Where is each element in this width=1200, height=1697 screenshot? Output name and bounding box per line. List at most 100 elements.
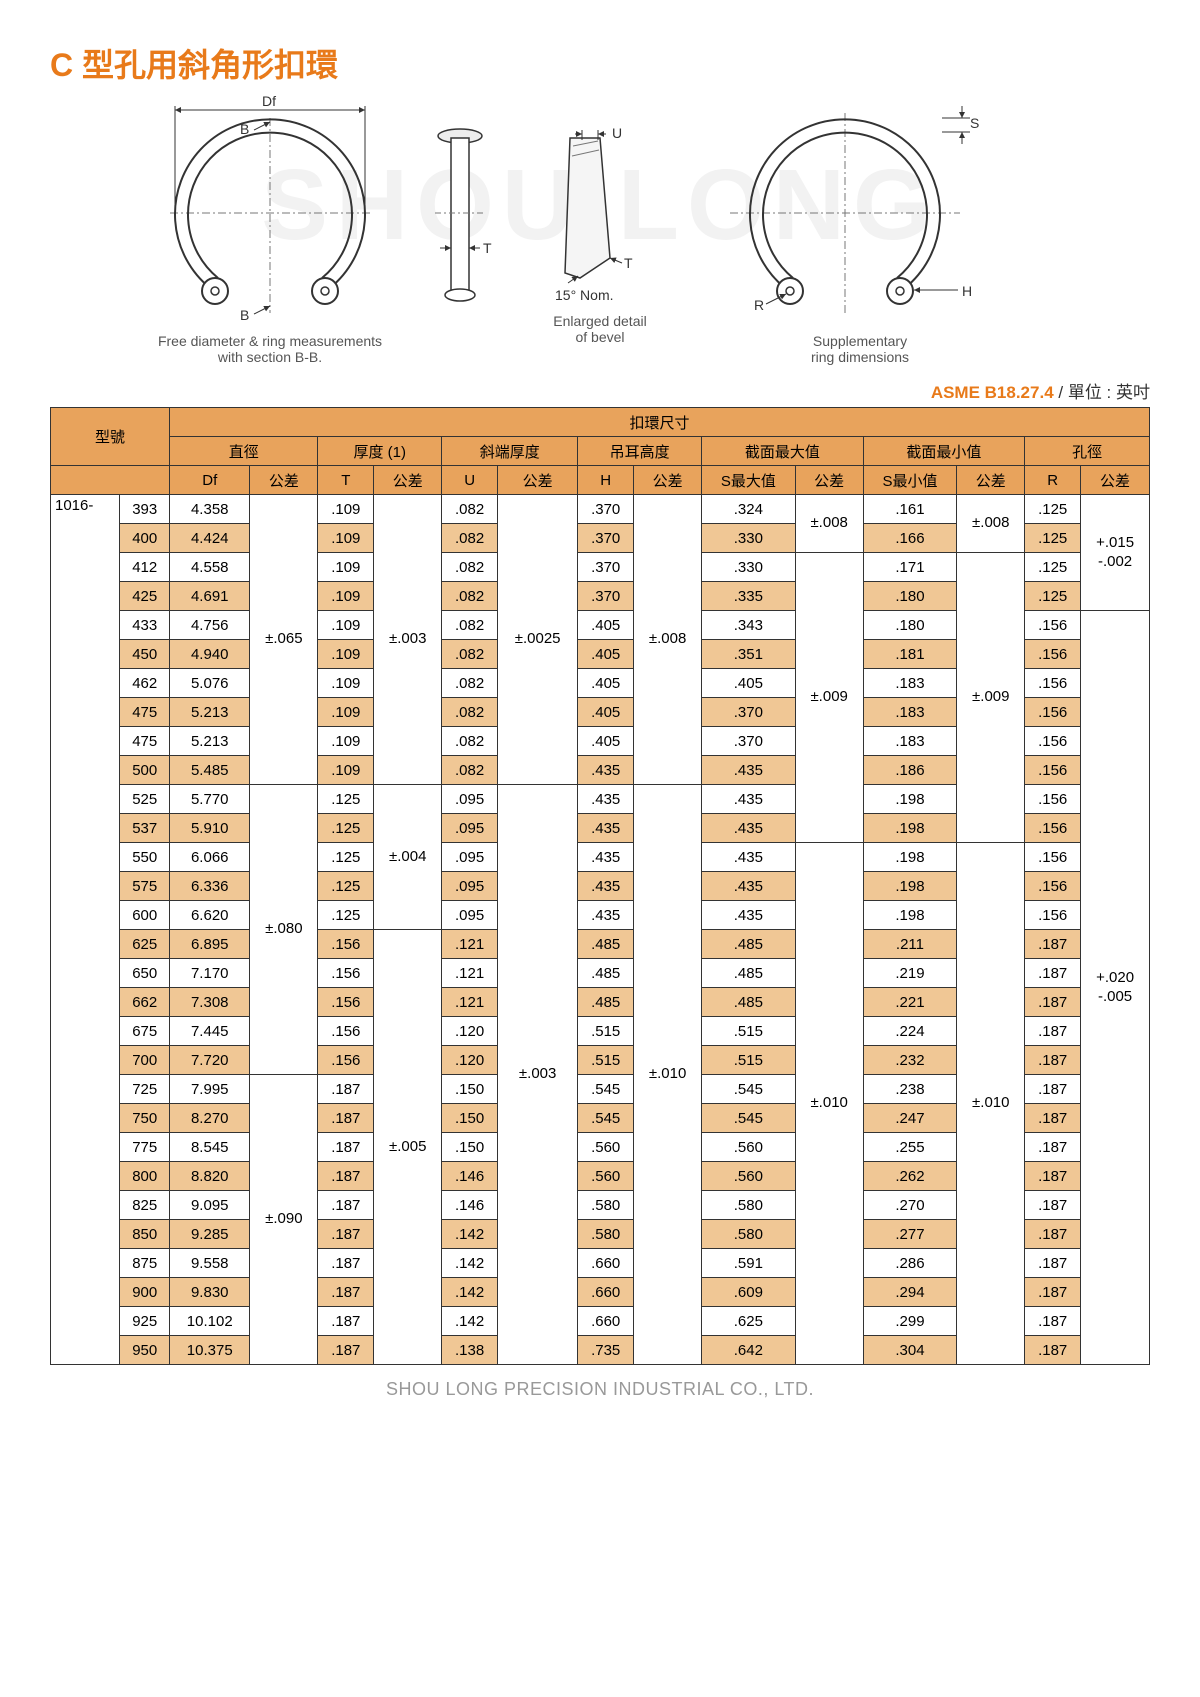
svg-text:B: B: [240, 307, 249, 323]
cell-H: .515: [578, 1017, 634, 1046]
col-group: 斜端厚度: [442, 437, 578, 466]
cell-R: .156: [1025, 640, 1081, 669]
cell-R: .125: [1025, 495, 1081, 524]
cell-Df: 4.691: [170, 582, 250, 611]
cell-n: 650: [120, 959, 170, 988]
col-sub: U: [442, 466, 498, 495]
cell-Smin: .299: [863, 1307, 957, 1336]
cell-Df: 7.995: [170, 1075, 250, 1104]
cell-Smax: .545: [702, 1075, 796, 1104]
cell-Smax: .591: [702, 1249, 796, 1278]
cell-R: .187: [1025, 1220, 1081, 1249]
cell-T: .156: [318, 1017, 374, 1046]
cell-n: 425: [120, 582, 170, 611]
cell-Df: 4.558: [170, 553, 250, 582]
cell-Df: 5.076: [170, 669, 250, 698]
cell-Df: 9.095: [170, 1191, 250, 1220]
cell-T: .109: [318, 524, 374, 553]
col-model: 型號: [51, 408, 170, 466]
cell-n: 625: [120, 930, 170, 959]
cell-U: .138: [442, 1336, 498, 1365]
cell-H: .405: [578, 698, 634, 727]
cell-n: 462: [120, 669, 170, 698]
cell-n: 500: [120, 756, 170, 785]
tol-DfLabel: ±.090: [250, 1075, 318, 1365]
col-sub: 公差: [374, 466, 442, 495]
cell-Df: 6.336: [170, 872, 250, 901]
cell-Smax: .370: [702, 727, 796, 756]
cell-Smin: .198: [863, 785, 957, 814]
cell-n: 700: [120, 1046, 170, 1075]
cell-Smax: .435: [702, 872, 796, 901]
series-prefix: 1016-: [51, 495, 120, 1365]
cell-Df: 4.358: [170, 495, 250, 524]
diagram-bevel: U T 15° Nom.: [520, 118, 660, 308]
cell-Smax: .405: [702, 669, 796, 698]
cell-H: .560: [578, 1162, 634, 1191]
col-group: 厚度 (1): [318, 437, 442, 466]
svg-text:T: T: [483, 240, 492, 256]
cell-Smax: .485: [702, 988, 796, 1017]
cell-U: .150: [442, 1075, 498, 1104]
col-sub: T: [318, 466, 374, 495]
standard-unit: / 單位 : 英吋: [1054, 383, 1150, 402]
cell-H: .370: [578, 495, 634, 524]
cell-Smax: .625: [702, 1307, 796, 1336]
cell-Smax: .560: [702, 1162, 796, 1191]
cell-Smax: .435: [702, 901, 796, 930]
cell-Smax: .435: [702, 814, 796, 843]
cell-n: 775: [120, 1133, 170, 1162]
cell-Smin: .304: [863, 1336, 957, 1365]
cell-T: .156: [318, 1046, 374, 1075]
tol-Smax: ±.010: [795, 843, 863, 1365]
cell-Smax: .330: [702, 524, 796, 553]
cell-R: .187: [1025, 1249, 1081, 1278]
cell-H: .435: [578, 814, 634, 843]
cell-Smax: .335: [702, 582, 796, 611]
cell-H: .580: [578, 1191, 634, 1220]
col-sub: 公差: [250, 466, 318, 495]
cell-U: .082: [442, 582, 498, 611]
cell-H: .435: [578, 756, 634, 785]
table-row: 1016-3934.358±.065.109±.003.082±.0025.37…: [51, 495, 1150, 524]
cell-H: .370: [578, 553, 634, 582]
cell-Smax: .560: [702, 1133, 796, 1162]
cell-T: .125: [318, 872, 374, 901]
tol-T: ±.004: [374, 785, 442, 930]
caption-left: Free diameter & ring measurements with s…: [140, 333, 400, 365]
cell-H: .370: [578, 582, 634, 611]
cell-Smax: .485: [702, 959, 796, 988]
tol-R: +.015-.002: [1081, 495, 1150, 611]
cell-n: 900: [120, 1278, 170, 1307]
cell-Smin: .198: [863, 843, 957, 872]
cell-T: .125: [318, 814, 374, 843]
col-group: 直徑: [170, 437, 318, 466]
cell-Df: 8.270: [170, 1104, 250, 1133]
cell-n: 850: [120, 1220, 170, 1249]
footer: SHOU LONG PRECISION INDUSTRIAL CO., LTD.: [50, 1379, 1150, 1400]
cell-Smax: .515: [702, 1017, 796, 1046]
cell-U: .120: [442, 1017, 498, 1046]
cell-n: 725: [120, 1075, 170, 1104]
tol-H: ±.010: [634, 785, 702, 1365]
cell-R: .156: [1025, 872, 1081, 901]
cell-R: .187: [1025, 988, 1081, 1017]
cell-U: .150: [442, 1104, 498, 1133]
cell-Smax: .343: [702, 611, 796, 640]
tol-Smax: ±.009: [795, 553, 863, 843]
cell-H: .485: [578, 930, 634, 959]
cell-R: .156: [1025, 698, 1081, 727]
cell-U: .142: [442, 1278, 498, 1307]
cell-Df: 9.830: [170, 1278, 250, 1307]
cell-Smin: .262: [863, 1162, 957, 1191]
cell-Smax: .609: [702, 1278, 796, 1307]
cell-T: .125: [318, 785, 374, 814]
cell-Df: 5.910: [170, 814, 250, 843]
cell-H: .660: [578, 1249, 634, 1278]
cell-U: .082: [442, 727, 498, 756]
cell-U: .146: [442, 1191, 498, 1220]
cell-U: .120: [442, 1046, 498, 1075]
cell-T: .187: [318, 1133, 374, 1162]
cell-T: .156: [318, 959, 374, 988]
cell-T: .109: [318, 640, 374, 669]
